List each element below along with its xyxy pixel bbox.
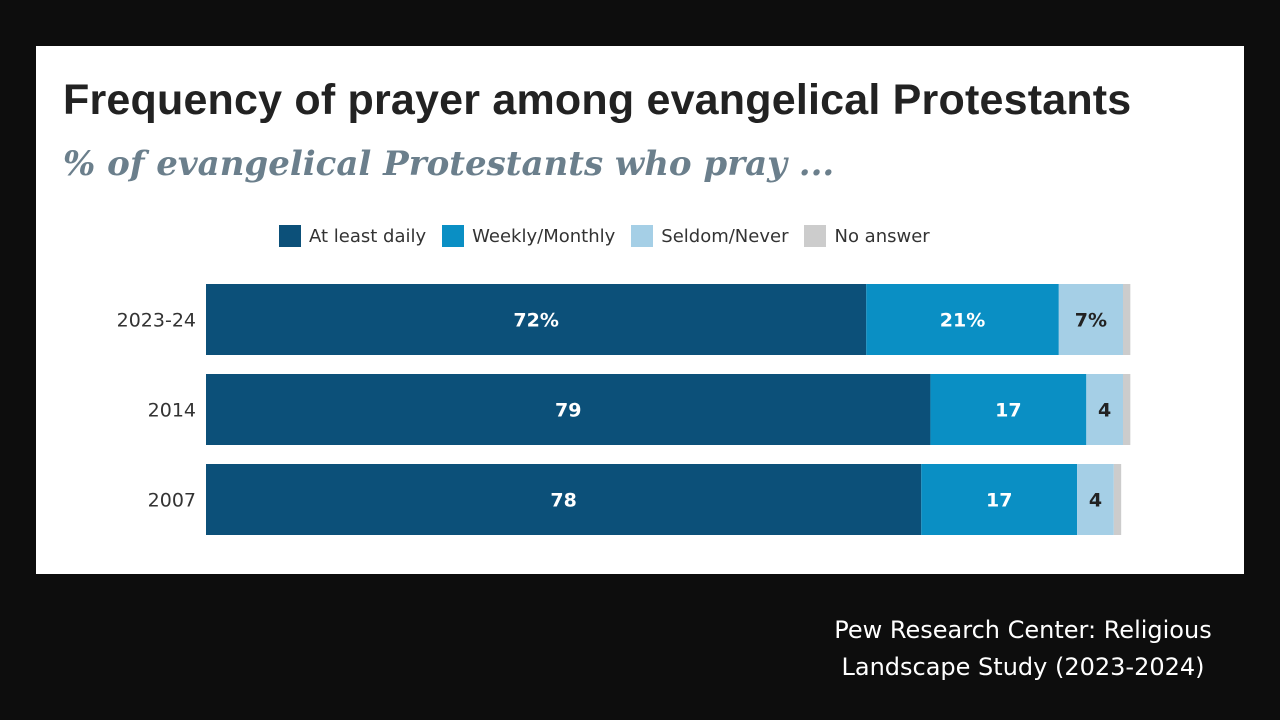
bar-2014-at-least-daily bbox=[206, 374, 931, 445]
source-line-2: Landscape Study (2023-2024) bbox=[841, 653, 1205, 681]
legend-item-no-answer: No answer bbox=[804, 225, 930, 247]
chart-subtitle: % of evangelical Protestants who pray ..… bbox=[63, 144, 835, 184]
legend-item-weekly-monthly: Weekly/Monthly bbox=[442, 225, 615, 247]
data-label-2014-weekly-monthly: 17 bbox=[995, 400, 1021, 422]
bar-2023-24-at-least-daily bbox=[206, 284, 867, 355]
bar-chart: 2023-24 72% 21% 7% 2014 79 17 4 2007 78 17 4 bbox=[117, 284, 1131, 535]
bar-2007-weekly-monthly bbox=[921, 464, 1078, 535]
data-label-2007-seldom-never: 4 bbox=[1089, 490, 1102, 512]
bar-2007-seldom-never bbox=[1077, 464, 1114, 535]
bar-2007-at-least-daily bbox=[206, 464, 922, 535]
bar-2014-seldom-never bbox=[1086, 374, 1123, 445]
legend-label-no-answer: No answer bbox=[834, 225, 930, 247]
category-label-2023-24: 2023-24 bbox=[117, 310, 196, 332]
chart-card: Frequency of prayer among evangelical Pr… bbox=[36, 46, 1244, 574]
chart-title: Frequency of prayer among evangelical Pr… bbox=[63, 76, 1132, 124]
bar-2023-24-seldom-never bbox=[1058, 284, 1123, 355]
data-label-2007-at-least-daily: 78 bbox=[550, 490, 576, 512]
legend-item-seldom-never: Seldom/Never bbox=[631, 225, 788, 247]
data-label-2023-24-at-least-daily: 72% bbox=[513, 310, 558, 332]
legend: At least daily Weekly/Monthly Seldom/Nev… bbox=[279, 224, 946, 248]
legend-item-at-least-daily: At least daily bbox=[279, 225, 426, 247]
legend-swatch-no-answer bbox=[804, 225, 827, 247]
source-line-1: Pew Research Center: Religious bbox=[834, 616, 1212, 644]
bar-2014-weekly-monthly bbox=[930, 374, 1087, 445]
category-label-2007: 2007 bbox=[148, 490, 196, 512]
source-citation: Pew Research Center: Religious Landscape… bbox=[790, 612, 1256, 686]
bar-2023-24-no-answer bbox=[1123, 284, 1131, 355]
bar-2014-no-answer bbox=[1123, 374, 1131, 445]
legend-swatch-weekly-monthly bbox=[442, 225, 465, 247]
category-label-2014: 2014 bbox=[148, 400, 196, 422]
data-label-2014-seldom-never: 4 bbox=[1098, 400, 1111, 422]
legend-label-seldom-never: Seldom/Never bbox=[661, 225, 789, 247]
bar-2023-24-weekly-monthly bbox=[866, 284, 1059, 355]
data-label-2014-at-least-daily: 79 bbox=[555, 400, 581, 422]
data-label-2007-weekly-monthly: 17 bbox=[986, 490, 1012, 512]
legend-label-weekly-monthly: Weekly/Monthly bbox=[472, 225, 616, 247]
legend-label-at-least-daily: At least daily bbox=[309, 225, 427, 247]
data-label-2023-24-seldom-never: 7% bbox=[1075, 310, 1107, 332]
bar-2007-no-answer bbox=[1113, 464, 1122, 535]
data-label-2023-24-weekly-monthly: 21% bbox=[940, 310, 985, 332]
legend-swatch-seldom-never bbox=[631, 225, 654, 247]
legend-swatch-at-least-daily bbox=[279, 225, 301, 247]
